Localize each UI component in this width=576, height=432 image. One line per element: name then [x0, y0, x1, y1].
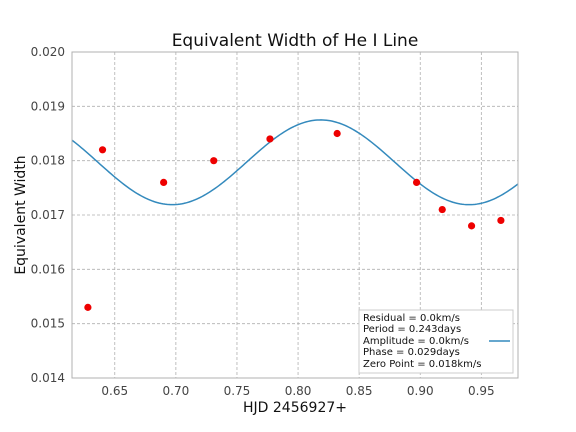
data-point [497, 216, 505, 225]
x-tick-label: 0.80 [285, 384, 312, 398]
y-tick-labels: 0.014 0.015 0.016 0.017 0.018 0.019 0.020 [31, 45, 65, 385]
legend-line-amplitude: Amplitude = 0.0km/s [363, 336, 469, 347]
data-points [84, 129, 505, 311]
y-tick-label: 0.017 [31, 208, 65, 222]
data-point [210, 157, 218, 165]
legend-box [358, 309, 514, 374]
data-point [333, 129, 341, 138]
sinusoid-fit-line [71, 119, 519, 206]
y-tick-label: 0.020 [31, 45, 65, 59]
data-point [266, 135, 274, 143]
x-axis-label: HJD 2456927+ [243, 400, 347, 416]
x-tick-label: 0.75 [224, 384, 251, 398]
data-point [98, 146, 107, 154]
y-tick-label: 0.015 [31, 317, 65, 331]
plot-frame [71, 51, 519, 379]
x-tick-label: 0.90 [407, 384, 434, 398]
y-axis-label: Equivalent Width [13, 155, 29, 274]
data-point [438, 205, 446, 214]
x-tick-label: 0.70 [163, 384, 190, 398]
data-point [160, 178, 168, 186]
y-tick-label: 0.019 [31, 99, 65, 113]
x-tick-label: 0.85 [346, 384, 373, 398]
x-tick-label: 0.95 [468, 384, 495, 398]
legend-line-phase: Phase = 0.029days [363, 347, 460, 358]
legend: Residual = 0.0km/s Period = 0.243days Am… [358, 309, 514, 374]
x-tick-label: 0.65 [101, 384, 128, 398]
y-tick-label: 0.018 [31, 154, 65, 168]
y-tick-label: 0.016 [31, 262, 65, 276]
x-tick-labels: 0.65 0.70 0.75 0.80 0.85 0.90 0.95 [101, 384, 494, 398]
legend-line-zero-point: Zero Point = 0.018km/s [363, 359, 482, 370]
data-point [412, 178, 421, 186]
legend-line-residual: Residual = 0.0km/s [363, 313, 460, 324]
data-point [467, 222, 476, 230]
data-point [84, 303, 92, 311]
chart-title: Equivalent Width of He I Line [172, 31, 419, 51]
y-tick-label: 0.014 [31, 371, 65, 385]
legend-line-period: Period = 0.243days [363, 324, 461, 335]
